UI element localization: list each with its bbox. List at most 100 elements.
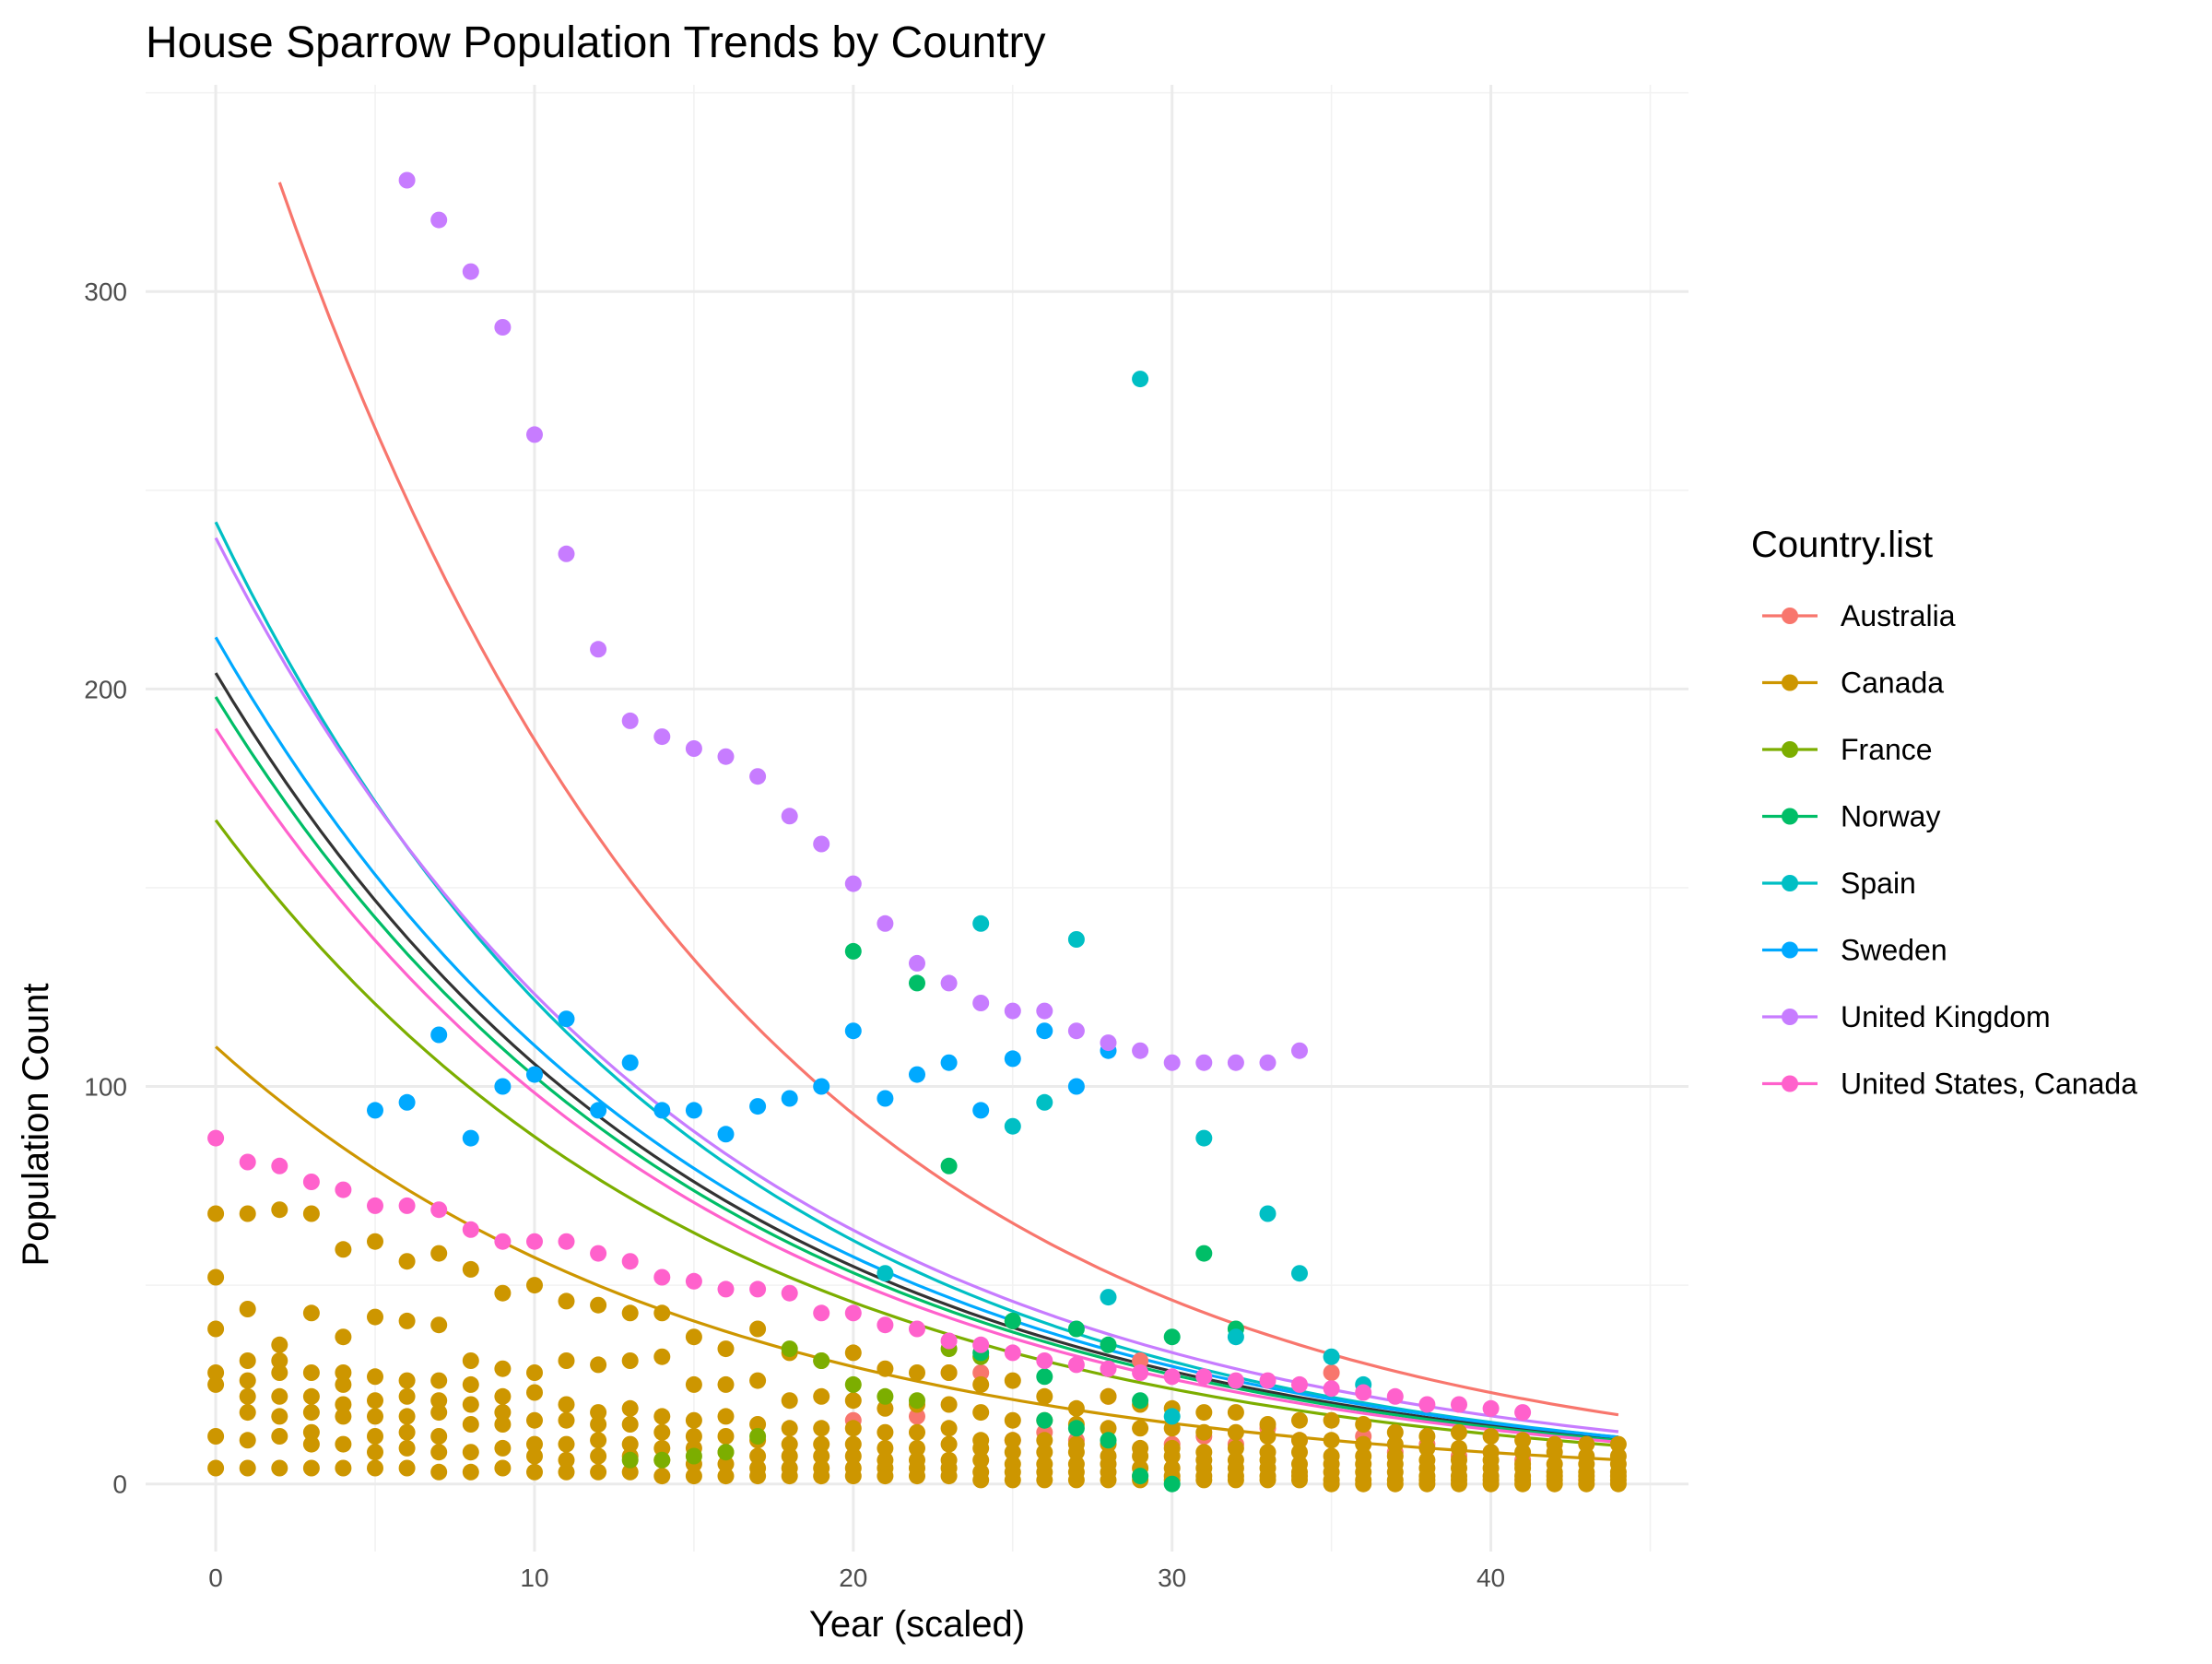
point-canada: [621, 1352, 639, 1369]
point-canada: [526, 1411, 543, 1429]
point-canada: [749, 1468, 767, 1485]
point-sweden: [526, 1066, 543, 1083]
point-australia: [1323, 1364, 1340, 1381]
point-canada: [621, 1304, 639, 1322]
point-canada: [781, 1468, 798, 1485]
legend-key-point: [1782, 941, 1798, 959]
legend-label: Sweden: [1841, 934, 1947, 967]
point-canada: [239, 1372, 256, 1389]
point-canada: [398, 1312, 416, 1329]
point-canada: [335, 1364, 352, 1381]
point-canada: [1418, 1428, 1436, 1445]
point-canada: [1386, 1435, 1404, 1453]
series-canada: [207, 1201, 1627, 1493]
legend-key-point: [1782, 674, 1798, 691]
x-tick-label: 20: [839, 1564, 867, 1592]
point-canada: [1227, 1423, 1244, 1441]
point-united-states-canada: [271, 1157, 288, 1174]
legend-key-point: [1782, 1075, 1798, 1092]
point-canada: [1451, 1439, 1467, 1457]
legend-key-point: [1782, 1009, 1798, 1025]
point-canada: [1323, 1475, 1340, 1493]
point-canada: [462, 1416, 479, 1433]
point-sweden: [621, 1054, 639, 1071]
point-canada: [749, 1416, 767, 1433]
point-canada: [1067, 1399, 1085, 1417]
legend-key-point: [1782, 808, 1798, 825]
point-canada: [207, 1375, 225, 1393]
point-canada: [717, 1428, 735, 1445]
point-canada: [462, 1396, 479, 1413]
point-canada: [1546, 1444, 1563, 1461]
legend-item-united-kingdom: United Kingdom: [1762, 1000, 2051, 1033]
point-canada: [430, 1404, 448, 1422]
point-canada: [558, 1435, 575, 1453]
point-united-states-canada: [877, 1316, 894, 1334]
point-canada: [207, 1428, 225, 1445]
point-norway: [940, 1157, 958, 1174]
point-united-states-canada: [1100, 1360, 1117, 1377]
point-canada: [494, 1284, 512, 1302]
point-canada: [590, 1404, 607, 1422]
point-spain: [877, 1265, 894, 1282]
point-canada: [1259, 1416, 1277, 1433]
point-united-kingdom: [558, 545, 575, 562]
point-united-states-canada: [909, 1320, 925, 1338]
point-canada: [972, 1471, 990, 1489]
point-canada: [207, 1320, 225, 1338]
point-canada: [335, 1396, 352, 1413]
point-canada: [494, 1360, 512, 1377]
point-canada: [1482, 1428, 1500, 1445]
point-united-states-canada: [844, 1304, 862, 1322]
point-spain: [1323, 1348, 1340, 1365]
point-spain: [972, 915, 990, 932]
point-canada: [494, 1387, 512, 1405]
point-canada: [1355, 1416, 1372, 1433]
point-united-states-canada: [526, 1233, 543, 1250]
x-tick-label: 0: [208, 1564, 223, 1592]
point-canada: [462, 1260, 479, 1278]
point-canada: [430, 1428, 448, 1445]
legend-label: France: [1841, 733, 1933, 766]
point-sweden: [909, 1066, 925, 1083]
point-united-states-canada: [1067, 1356, 1085, 1374]
point-canada: [494, 1404, 512, 1422]
point-canada: [972, 1375, 990, 1393]
point-canada: [1227, 1404, 1244, 1422]
point-canada: [558, 1451, 575, 1469]
point-canada: [430, 1392, 448, 1410]
legend-item-spain: Spain: [1762, 867, 1916, 900]
point-canada: [526, 1463, 543, 1481]
point-france: [717, 1444, 735, 1461]
point-united-states-canada: [1259, 1372, 1277, 1389]
series-spain: [877, 371, 1372, 1425]
point-canada: [430, 1463, 448, 1481]
point-canada: [940, 1468, 958, 1485]
point-canada: [271, 1352, 288, 1369]
point-canada: [1100, 1420, 1117, 1437]
point-canada: [781, 1435, 798, 1453]
point-canada: [207, 1269, 225, 1286]
point-spain: [1067, 931, 1085, 948]
point-united-states-canada: [749, 1280, 767, 1298]
point-canada: [781, 1392, 798, 1410]
point-canada: [1386, 1475, 1404, 1493]
point-united-states-canada: [1195, 1368, 1213, 1386]
point-canada: [271, 1336, 288, 1353]
legend-item-norway: Norway: [1762, 800, 1940, 833]
point-spain: [1036, 1093, 1053, 1111]
point-united-kingdom: [462, 263, 479, 280]
point-united-states-canada: [1386, 1387, 1404, 1405]
point-canada: [239, 1301, 256, 1317]
point-canada: [526, 1384, 543, 1401]
point-sweden: [430, 1026, 448, 1044]
point-canada: [940, 1364, 958, 1381]
point-united-kingdom: [653, 728, 671, 746]
data-points: [207, 171, 1627, 1493]
point-united-states-canada: [1451, 1396, 1467, 1413]
point-canada: [462, 1463, 479, 1481]
point-canada: [1418, 1475, 1436, 1493]
point-canada: [494, 1416, 512, 1433]
